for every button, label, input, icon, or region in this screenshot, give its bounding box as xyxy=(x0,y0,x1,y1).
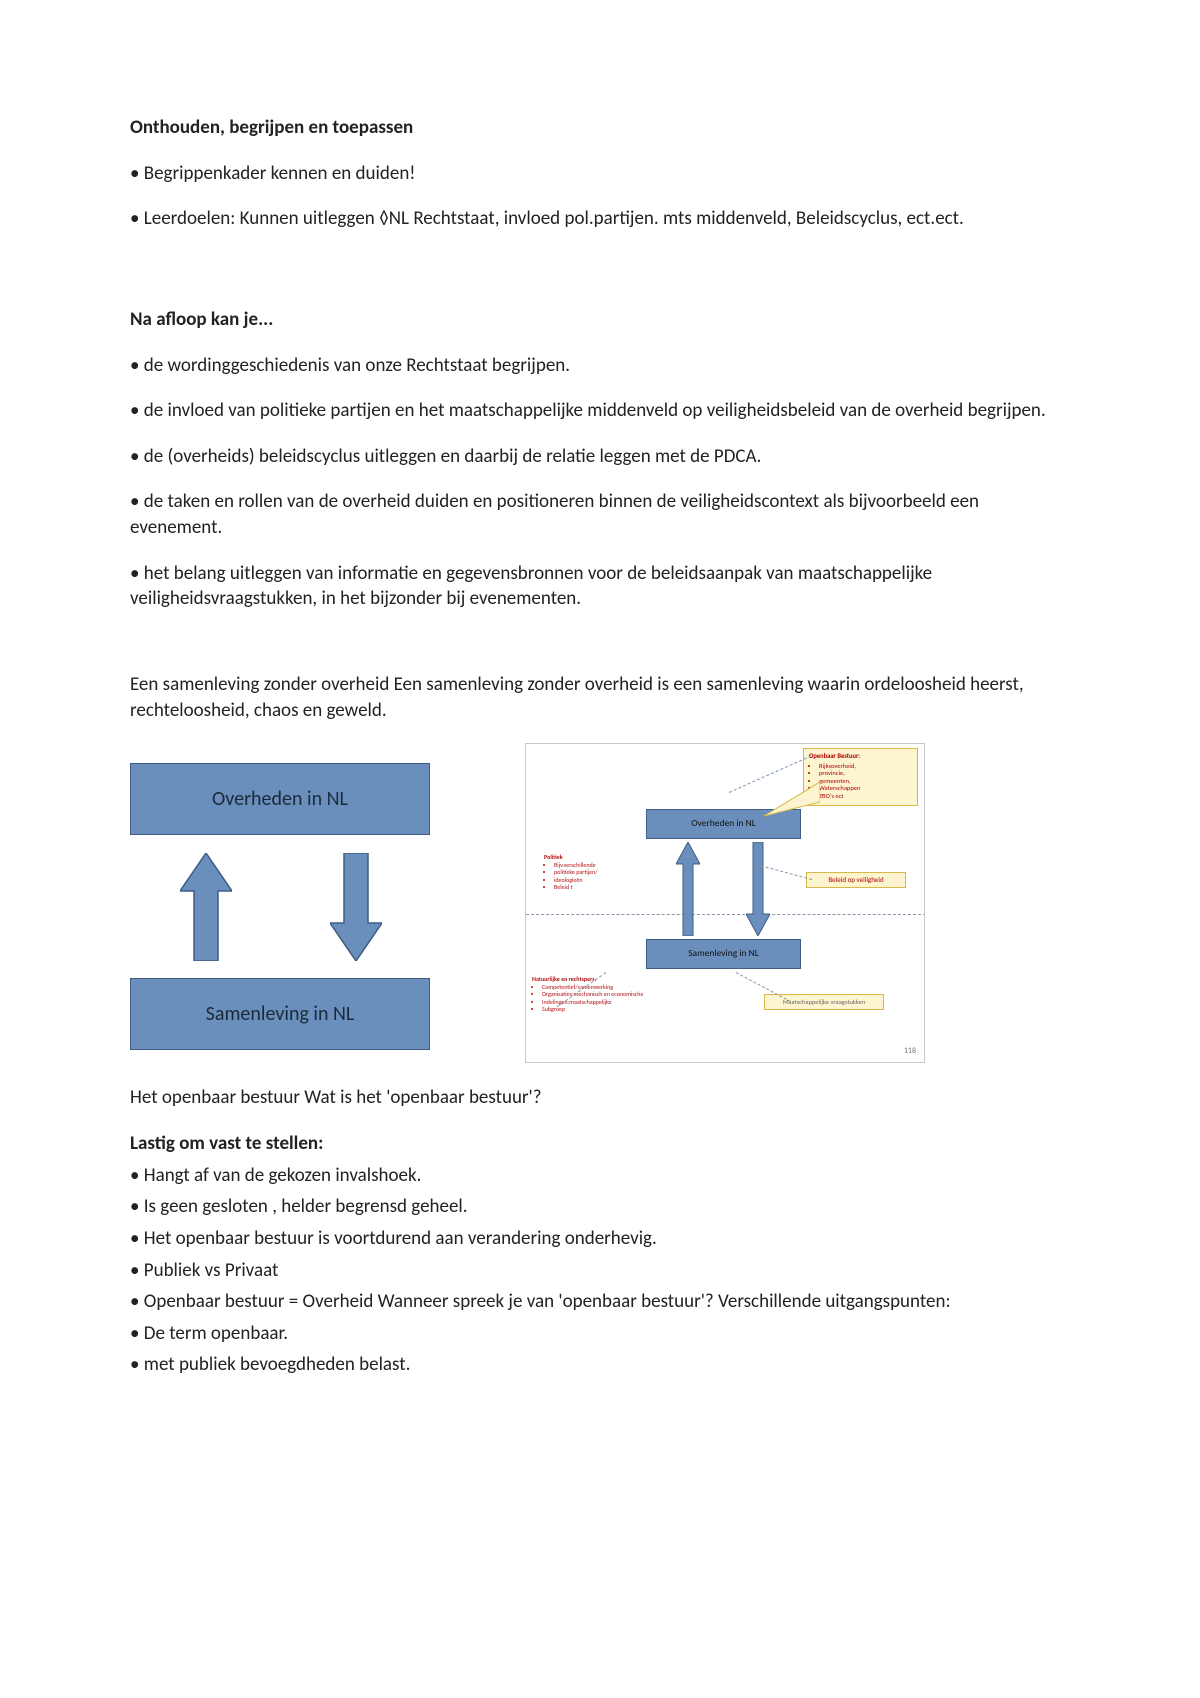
outcome-bullet-text: de (overheids) beleidscyclus uitleggen e… xyxy=(144,445,762,468)
diagram-box-samenleving: Samenleving in NL xyxy=(130,978,430,1050)
callout-pointer-icon xyxy=(764,776,820,820)
q-bullet: • Openbaar bestuur = Overheid Wanneer sp… xyxy=(130,1289,1070,1315)
question-subheading: Lastig om vast te stellen: xyxy=(130,1131,1070,1157)
q-bullet: • Hangt af van de gekozen invalshoek. xyxy=(130,1163,1070,1189)
q-bullet-text: Het openbaar bestuur is voortdurend aan … xyxy=(144,1227,657,1250)
q-bullet-text: Publiek vs Privaat xyxy=(144,1259,279,1282)
intro-bullet-text: Leerdoelen: Kunnen uitleggen ◊NL Rechtst… xyxy=(144,207,964,230)
callout-openbaar-bestuur: Openbaar Bestuur: Rijksoverheid, provinc… xyxy=(803,748,918,806)
redtext-list: Bijv.verschillende politieke partijen/ i… xyxy=(544,862,624,892)
outcome-bullet: • de (overheids) beleidscyclus uitleggen… xyxy=(130,444,1070,470)
q-bullet: • Het openbaar bestuur is voortdurend aa… xyxy=(130,1226,1070,1252)
diagram-box-overheden: Overheden in NL xyxy=(130,763,430,835)
intro-bullet-text: Begrippenkader kennen en duiden! xyxy=(144,162,416,185)
outcome-bullet: • de taken en rollen van de overheid dui… xyxy=(130,489,1070,540)
block-arrow-down-icon xyxy=(330,853,382,961)
callout-title: Openbaar Bestuur: xyxy=(809,753,912,760)
spacer xyxy=(130,252,1070,307)
section-heading: Na afloop kan je... xyxy=(130,307,1070,333)
spacer xyxy=(130,632,1070,672)
q-bullet-text: met publiek bevoegdheden belast. xyxy=(144,1353,411,1376)
outcome-bullet: • de wordinggeschiedenis van onze Rechts… xyxy=(130,353,1070,379)
q-bullet-text: Openbaar bestuur = Overheid Wanneer spre… xyxy=(144,1290,951,1313)
diagram-left-panel: Overheden in NL Samenleving in NL xyxy=(130,743,480,1063)
q-bullet-text: Is geen gesloten , helder begrensd gehee… xyxy=(144,1195,468,1218)
q-bullet-text: De term openbaar. xyxy=(144,1322,288,1345)
block-arrow-up-icon xyxy=(180,853,232,961)
section-heading: Onthouden, begrijpen en toepassen xyxy=(130,115,1070,141)
document-page: Onthouden, begrijpen en toepassen • Begr… xyxy=(0,0,1200,1698)
outcome-bullet-text: de wordinggeschiedenis van onze Rechtsta… xyxy=(144,354,570,377)
intro-bullet: • Leerdoelen: Kunnen uitleggen ◊NL Recht… xyxy=(130,206,1070,232)
redtext-natuurlijk: Natuurlijke en rechtspers. Competentief/… xyxy=(532,976,662,1014)
callout-beleid: Beleid op veiligheid xyxy=(806,872,906,888)
mini-box-samenleving: Samenleving in NL xyxy=(646,939,801,969)
q-bullet: • met publiek bevoegdheden belast. xyxy=(130,1352,1070,1378)
q-bullet: • De term openbaar. xyxy=(130,1321,1070,1347)
outcome-bullet-text: het belang uitleggen van informatie en g… xyxy=(130,562,932,611)
outcome-bullet: • het belang uitleggen van informatie en… xyxy=(130,561,1070,612)
outcome-bullet-text: de invloed van politieke partijen en het… xyxy=(144,399,1046,422)
callout-beleid-text: Beleid op veiligheid xyxy=(828,876,883,884)
outcome-bullet-text: de taken en rollen van de overheid duide… xyxy=(130,490,979,539)
mini-arrow-down-icon xyxy=(746,842,770,936)
mini-arrow-up-icon xyxy=(676,842,700,936)
q-bullet: • Is geen gesloten , helder begrensd geh… xyxy=(130,1194,1070,1220)
q-bullet-text: Hangt af van de gekozen invalshoek. xyxy=(144,1164,422,1187)
intro-bullet: • Begrippenkader kennen en duiden! xyxy=(130,161,1070,187)
redtext-politiek: Politiek Bijv.verschillende politieke pa… xyxy=(544,854,624,892)
redtext-item: Subgroep xyxy=(542,1006,662,1014)
body-paragraph: Een samenleving zonder overheid Een same… xyxy=(130,672,1070,723)
callout-item: ZBO's ect xyxy=(819,793,912,800)
question-title: Het openbaar bestuur Wat is het 'openbaa… xyxy=(130,1085,1070,1111)
redtext-list: Competentief/samenwerking Organisaties:m… xyxy=(532,984,662,1014)
diagram-right-panel: Overheden in NL Samenleving in NL Openba… xyxy=(525,743,925,1063)
diagram-container: Overheden in NL Samenleving in NL Overhe… xyxy=(130,743,870,1063)
q-bullet: • Publiek vs Privaat xyxy=(130,1258,1070,1284)
callout-maat-text: Maatschappelijke vraagstukken xyxy=(783,999,866,1006)
callout-list: Rijksoverheid, provincie, gemeenten, Wat… xyxy=(809,763,912,800)
slide-page-number: 118 xyxy=(904,1046,916,1056)
redtext-item: Beleid t xyxy=(554,884,624,892)
dashed-divider xyxy=(526,914,925,915)
outcome-bullet: • de invloed van politieke partijen en h… xyxy=(130,398,1070,424)
question-block: Lastig om vast te stellen: • Hangt af va… xyxy=(130,1131,1070,1378)
